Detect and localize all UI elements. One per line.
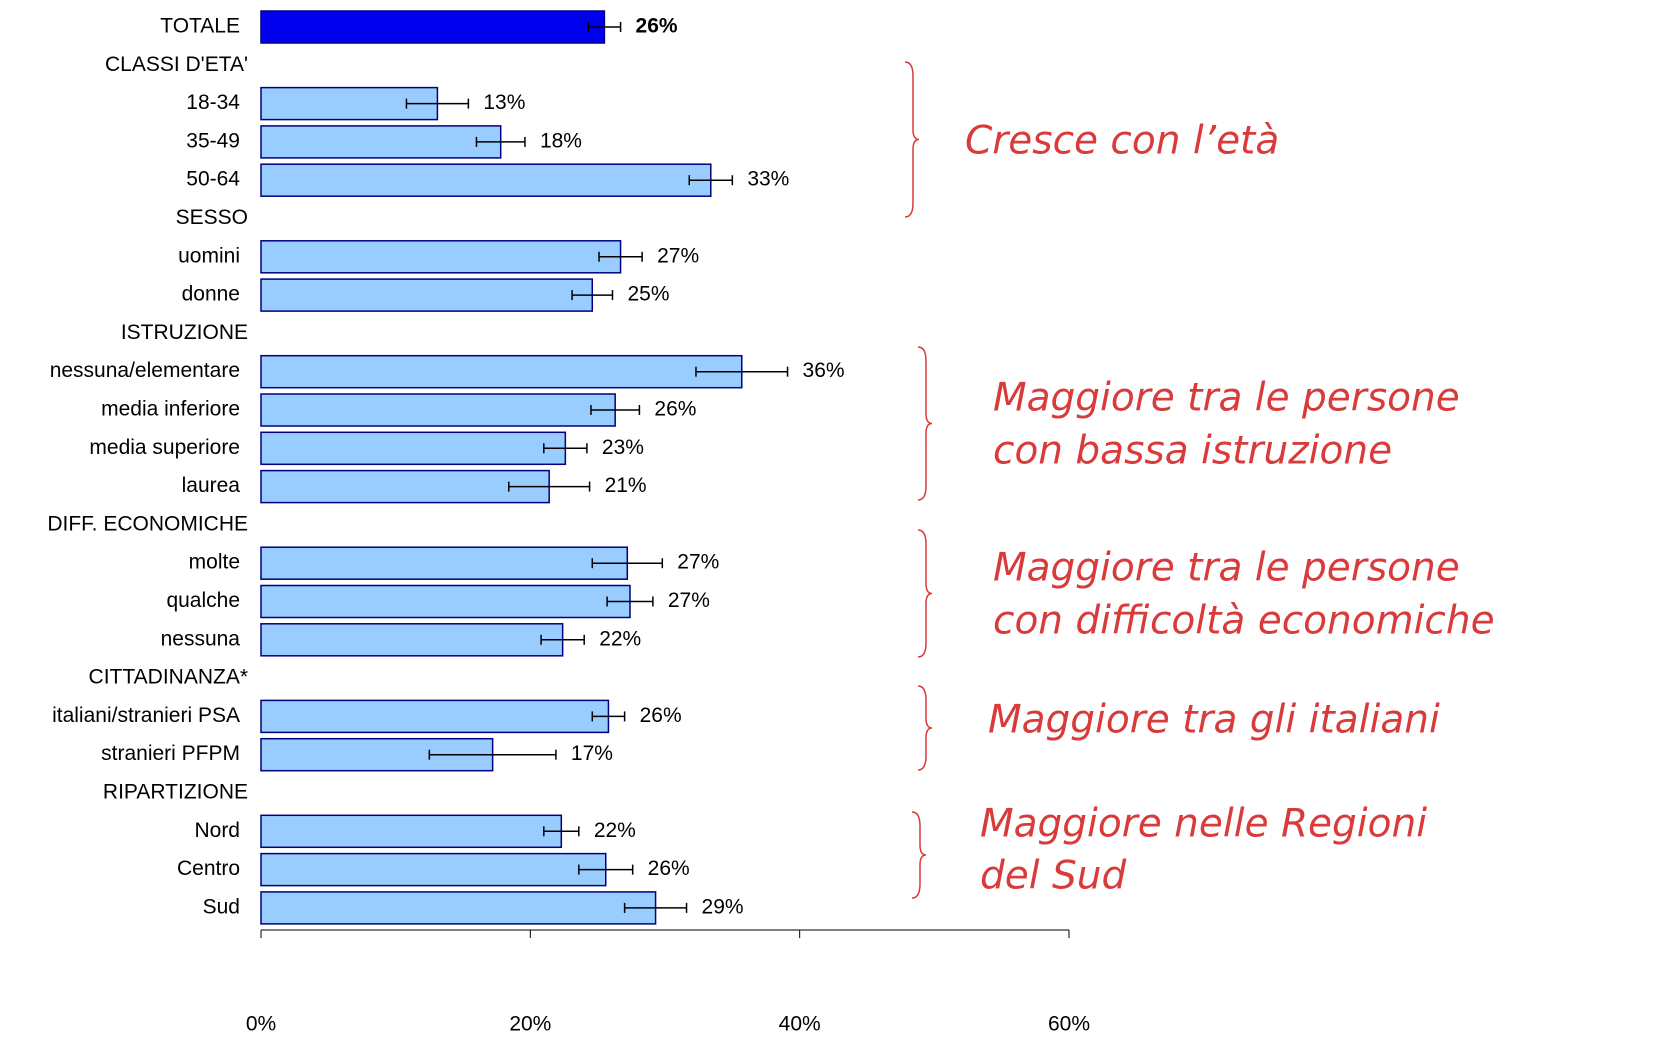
category-label: laurea [182, 474, 241, 497]
category-label: 35-49 [186, 129, 240, 152]
x-tick-label: 20% [509, 1013, 551, 1036]
bar [260, 163, 712, 197]
group-label: CLASSI D'ETA' [105, 53, 248, 76]
annotation: del Sud [980, 854, 1126, 899]
value-label: 27% [677, 551, 719, 574]
brace [917, 529, 933, 658]
value-label: 18% [540, 129, 582, 152]
bar [260, 431, 567, 466]
error-bar [405, 98, 470, 109]
bar [260, 814, 563, 849]
category-label: stranieri PFPM [101, 742, 240, 765]
group-label: CITTADINANZA* [89, 666, 248, 689]
x-tick-label: 60% [1048, 1013, 1090, 1036]
error-bar [578, 864, 634, 875]
value-label: 22% [594, 819, 636, 842]
error-bar [695, 366, 789, 377]
category-label: 18-34 [186, 91, 240, 114]
annotation: Maggiore nelle Regioni [980, 802, 1427, 847]
value-label: 17% [571, 742, 613, 765]
bar [260, 469, 550, 504]
value-label: 36% [803, 359, 845, 382]
bar [260, 278, 594, 312]
value-label: 26% [648, 857, 690, 880]
bar [260, 10, 606, 44]
category-label: Sud [203, 895, 240, 918]
category-label: nessuna/elementare [50, 359, 240, 382]
bar [260, 546, 629, 580]
x-tick-label: 40% [779, 1013, 821, 1036]
category-label: uomini [178, 244, 240, 267]
brace [917, 346, 933, 501]
value-label: 21% [605, 474, 647, 497]
category-label: italiani/stranieri PSA [52, 704, 240, 727]
value-label: 26% [636, 15, 678, 38]
category-label: donne [182, 283, 240, 306]
value-label: 22% [599, 627, 641, 650]
bar [260, 240, 622, 274]
category-label: media inferiore [101, 398, 240, 421]
brace [911, 811, 927, 899]
error-bar [591, 558, 664, 569]
bar [260, 125, 502, 159]
value-label: 25% [627, 283, 669, 306]
category-label: molte [189, 551, 240, 574]
error-bar [688, 175, 734, 186]
bar [260, 852, 607, 887]
group-label: DIFF. ECONOMICHE [47, 512, 248, 535]
value-label: 29% [702, 895, 744, 918]
value-label: 26% [654, 398, 696, 421]
annotation: Maggiore tra le persone [993, 376, 1460, 421]
error-bar [587, 22, 622, 32]
annotation: con difficoltà economiche [993, 599, 1495, 644]
x-tick-label: 0% [246, 1013, 276, 1036]
value-label: 27% [668, 589, 710, 612]
annotation: Cresce con l’età [965, 119, 1279, 164]
error-bar [540, 634, 585, 645]
error-bar [508, 481, 591, 492]
category-label: TOTALE [160, 15, 240, 38]
error-bar [598, 251, 643, 262]
value-label: 26% [640, 704, 682, 727]
error-bar [543, 826, 580, 837]
bar [260, 699, 610, 734]
group-label: RIPARTIZIONE [103, 781, 248, 804]
error-bar [623, 902, 688, 913]
bar [260, 584, 631, 619]
value-label: 33% [747, 168, 789, 191]
value-label: 27% [657, 244, 699, 267]
bar [260, 354, 743, 389]
error-bar [428, 749, 557, 760]
value-label: 23% [602, 436, 644, 459]
annotation: Maggiore tra le persone [993, 546, 1460, 591]
category-label: nessuna [161, 627, 241, 650]
value-label: 13% [483, 91, 525, 114]
error-bar [543, 443, 588, 454]
group-label: ISTRUZIONE [121, 321, 248, 344]
bar [260, 623, 564, 657]
category-label: 50-64 [186, 168, 240, 191]
bar [260, 393, 616, 427]
annotation: con bassa istruzione [993, 429, 1392, 474]
brace [904, 61, 920, 218]
category-label: media superiore [89, 436, 240, 459]
annotation: Maggiore tra gli italiani [988, 698, 1440, 743]
error-bar [571, 290, 614, 301]
category-label: qualche [166, 589, 240, 612]
category-label: Nord [194, 819, 240, 842]
error-bar [475, 136, 526, 147]
group-label: SESSO [176, 206, 248, 229]
brace [917, 685, 933, 771]
bar [260, 891, 657, 925]
error-bar [591, 711, 626, 722]
error-bar [606, 596, 654, 607]
category-label: Centro [177, 857, 240, 880]
error-bar [590, 405, 641, 415]
